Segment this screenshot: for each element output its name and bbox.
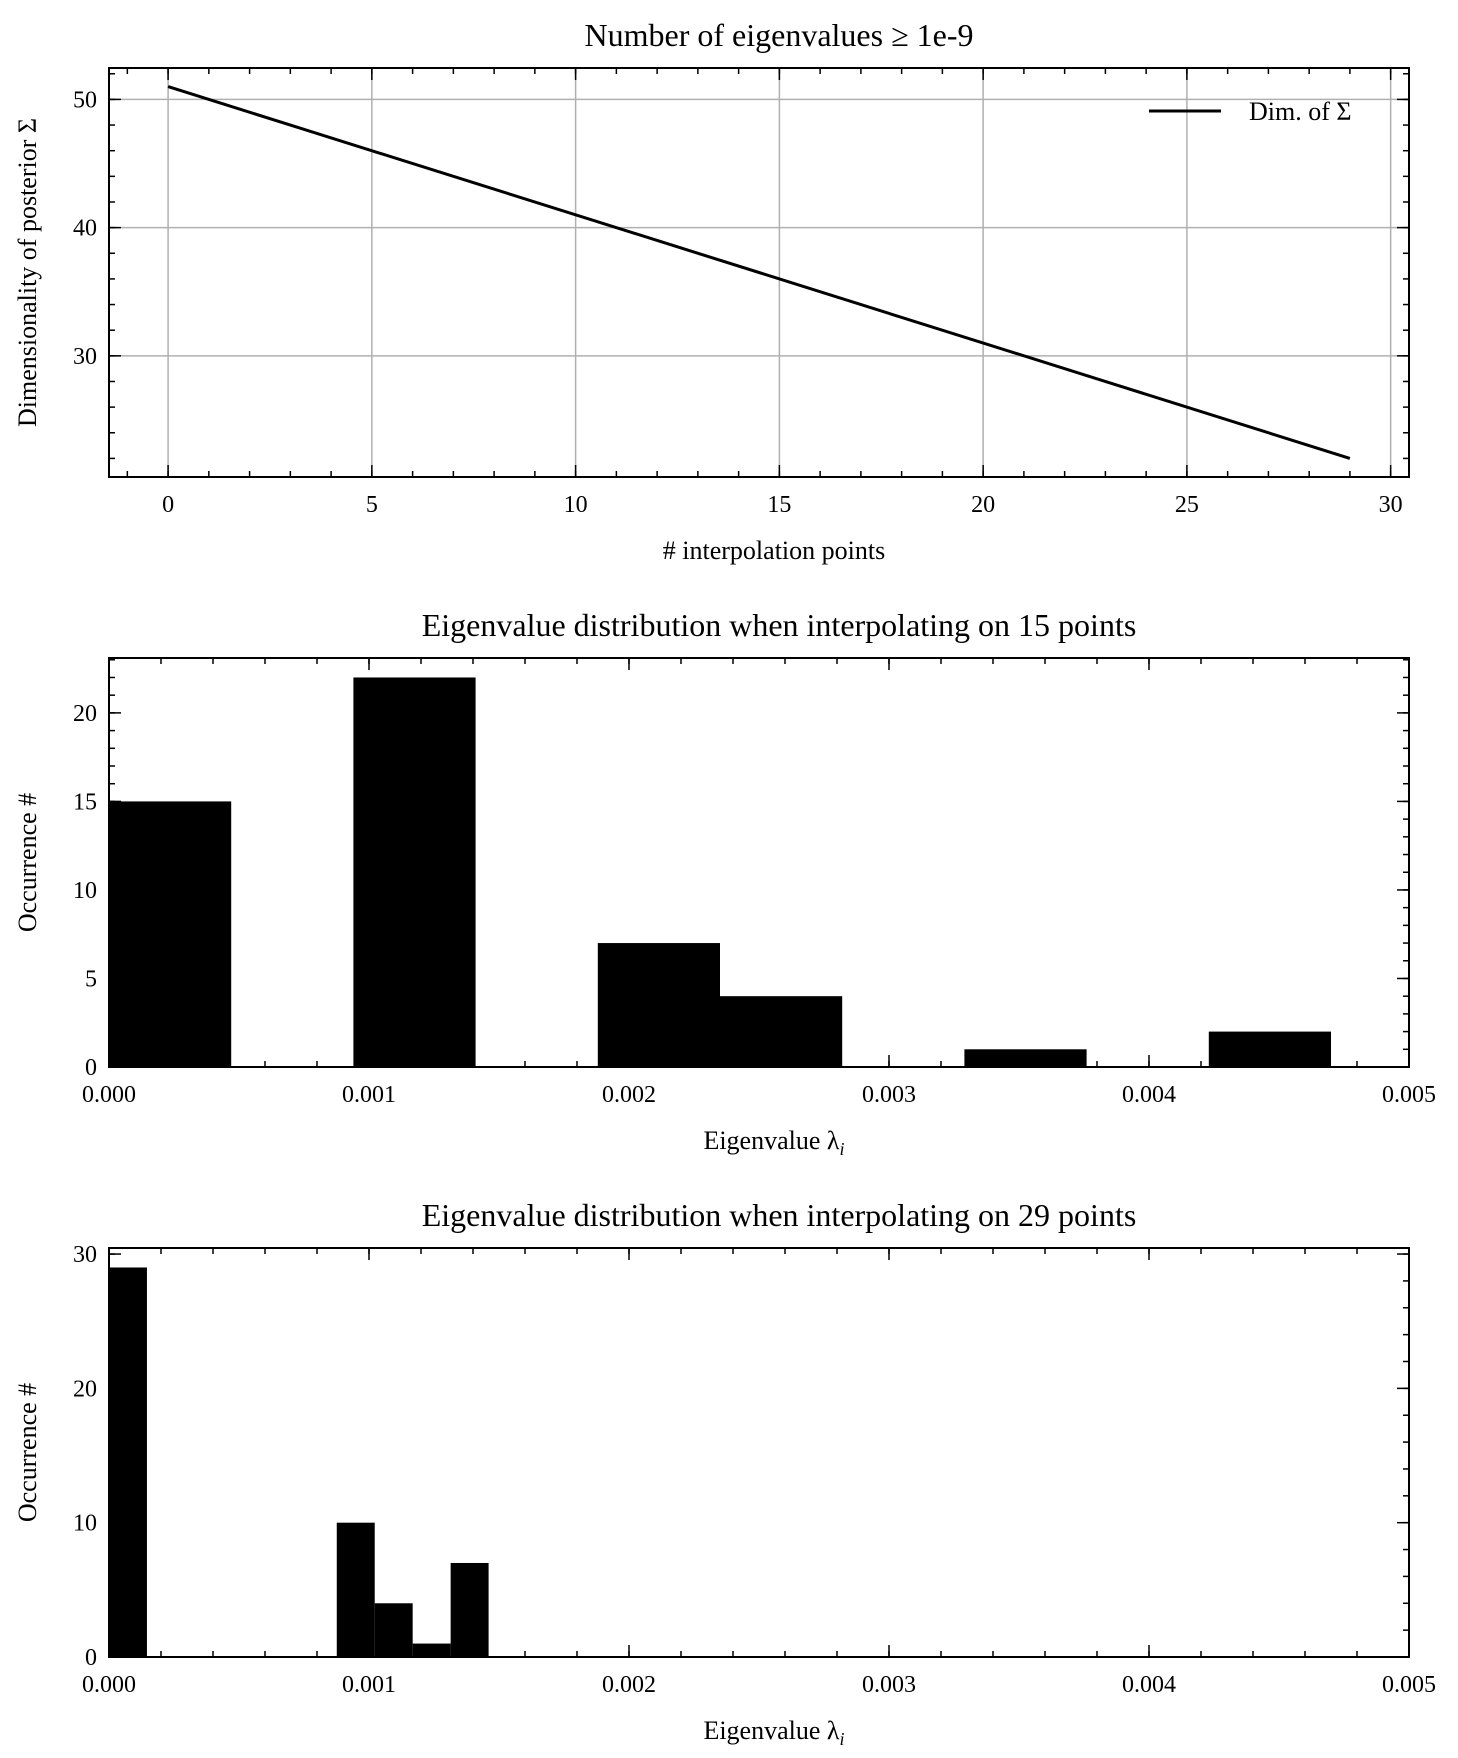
x-tick-label: 10	[564, 492, 588, 518]
y-tick-label: 10	[73, 1511, 97, 1537]
histogram-bar	[109, 1267, 147, 1657]
histogram-bar	[374, 1603, 413, 1657]
x-tick-label: 15	[767, 492, 791, 518]
axes-frame	[108, 657, 1410, 1068]
y-axis-label: Occurrence #	[13, 1383, 42, 1522]
histogram-bar	[412, 1643, 451, 1657]
y-tick-label: 0	[85, 1055, 97, 1081]
x-tick-label: 25	[1175, 492, 1199, 518]
series-line-1	[167, 85, 1351, 460]
chart-title: Number of eigenvalues ≥ 1e-9	[585, 17, 974, 53]
y-tick-label: 20	[73, 701, 97, 727]
chart-title: Eigenvalue distribution when interpolati…	[422, 1197, 1137, 1233]
y-tick-label: 15	[73, 789, 97, 815]
y-tick-label: 5	[85, 966, 97, 992]
histogram-bar	[109, 801, 232, 1067]
chart-title: Eigenvalue distribution when interpolati…	[422, 607, 1137, 643]
x-tick-label: 0.001	[342, 1672, 396, 1698]
x-axis-label: Eigenvalue λi	[703, 1126, 844, 1159]
x-tick-label: 5	[366, 492, 378, 518]
x-tick-label: 0.000	[82, 1672, 136, 1698]
x-tick-label: 0.005	[1382, 1672, 1436, 1698]
x-axis-label: # interpolation points	[663, 536, 885, 565]
histogram-bar	[353, 677, 476, 1067]
y-tick-label: 30	[73, 1242, 97, 1268]
x-tick-label: 0.002	[602, 1082, 656, 1108]
histogram-bar	[720, 996, 843, 1067]
x-tick-label: 0.005	[1382, 1082, 1436, 1108]
y-tick-label: 20	[73, 1376, 97, 1402]
y-tick-label: 0	[85, 1645, 97, 1671]
x-tick-label: 0.003	[862, 1082, 916, 1108]
y-tick-label: 40	[73, 216, 97, 242]
axes-frame	[108, 67, 1410, 478]
axes-frame	[108, 1247, 1410, 1658]
y-axis-label: Occurrence #	[13, 793, 42, 932]
histogram-bar	[597, 943, 720, 1067]
y-tick-label: 50	[73, 87, 97, 113]
x-tick-label: 0.003	[862, 1672, 916, 1698]
histogram-bar	[1208, 1031, 1331, 1067]
x-tick-label: 0.004	[1122, 1082, 1176, 1108]
y-tick-label: 10	[73, 878, 97, 904]
x-tick-label: 0.001	[342, 1082, 396, 1108]
x-tick-label: 0.002	[602, 1672, 656, 1698]
x-tick-label: 0.004	[1122, 1672, 1176, 1698]
x-tick-label: 20	[971, 492, 995, 518]
y-axis-label: Dimensionality of posterior Σ	[13, 118, 42, 427]
subplot-3: 0.000 0.001 0.002 0.003 0.004 0.005 0 10 20 30 Eig…	[13, 1197, 1436, 1749]
y-tick-label: 30	[73, 344, 97, 370]
x-tick-label: 30	[1379, 492, 1403, 518]
subplot-2: 0.000 0.001 0.002 0.003 0.004 0.005 0 5 10 15 20 Ei…	[13, 607, 1436, 1159]
histogram-bar	[336, 1522, 375, 1657]
subplot-1: 0 5 10 15 20 25 30 30 40 50 Number of eigenvalues …	[13, 17, 1410, 565]
histogram-bar	[964, 1049, 1087, 1067]
x-tick-label: 0.000	[82, 1082, 136, 1108]
histogram-bar	[450, 1562, 489, 1657]
legend-label: Dim. of Σ	[1249, 97, 1352, 126]
x-tick-label: 0	[162, 492, 174, 518]
x-axis-label: Eigenvalue λi	[703, 1716, 844, 1749]
